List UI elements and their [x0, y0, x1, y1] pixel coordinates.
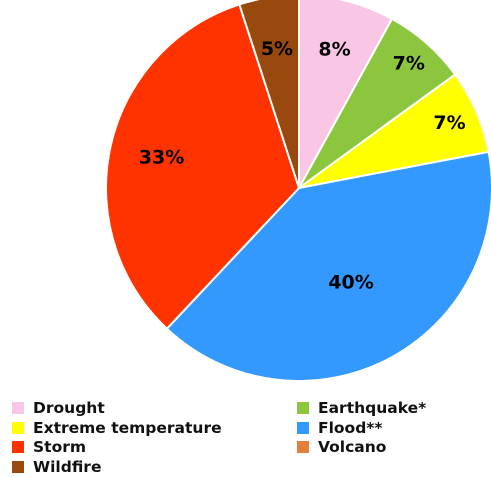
pie-slice-storm: [105, 3, 301, 331]
legend-item-storm: Storm: [12, 437, 86, 457]
pie-chart: 8% 7% 7% 40% 33% 5%: [105, 0, 491, 380]
data-label-drought: 8%: [318, 39, 350, 61]
pie-slices: [105, 0, 491, 380]
legend-swatch-storm: [12, 441, 24, 453]
legend-item-wildfire: Wildfire: [12, 457, 101, 477]
legend-item-flood: Flood**: [297, 418, 383, 438]
data-label-wildfire: 5%: [261, 38, 293, 60]
data-label-storm: 33%: [139, 146, 184, 168]
legend-label: Volcano: [318, 438, 387, 456]
pie-slice-flood: [165, 150, 491, 380]
data-label-flood: 40%: [328, 272, 373, 294]
data-label-extreme-temperature: 7%: [433, 112, 465, 134]
legend-item-drought: Drought: [12, 398, 105, 418]
legend-item-earthquake: Earthquake*: [297, 398, 426, 418]
data-label-earthquake: 7%: [393, 52, 425, 74]
legend-item-volcano: Volcano: [297, 437, 386, 457]
legend-swatch-extreme-temperature: [12, 421, 24, 434]
legend-label: Extreme temperature: [33, 418, 222, 437]
pie-slice-drought: [298, 0, 394, 189]
legend-swatch-wildfire: [12, 460, 24, 473]
legend-label: Storm: [33, 438, 87, 456]
pie-slice-wildfire: [238, 0, 300, 189]
legend-label: Earthquake*: [318, 399, 427, 417]
legend-swatch-earthquake: [297, 402, 309, 414]
legend-label: Drought: [33, 399, 105, 417]
legend-swatch-flood: [297, 421, 309, 434]
pie-labels: 8% 7% 7% 40% 33% 5%: [139, 38, 466, 294]
legend-item-extreme-temperature: Extreme temperature: [12, 418, 222, 438]
legend-label: Wildfire: [33, 457, 102, 476]
legend-label: Flood**: [318, 418, 383, 437]
legend-swatch-volcano: [297, 441, 309, 453]
legend-swatch-drought: [12, 402, 24, 414]
